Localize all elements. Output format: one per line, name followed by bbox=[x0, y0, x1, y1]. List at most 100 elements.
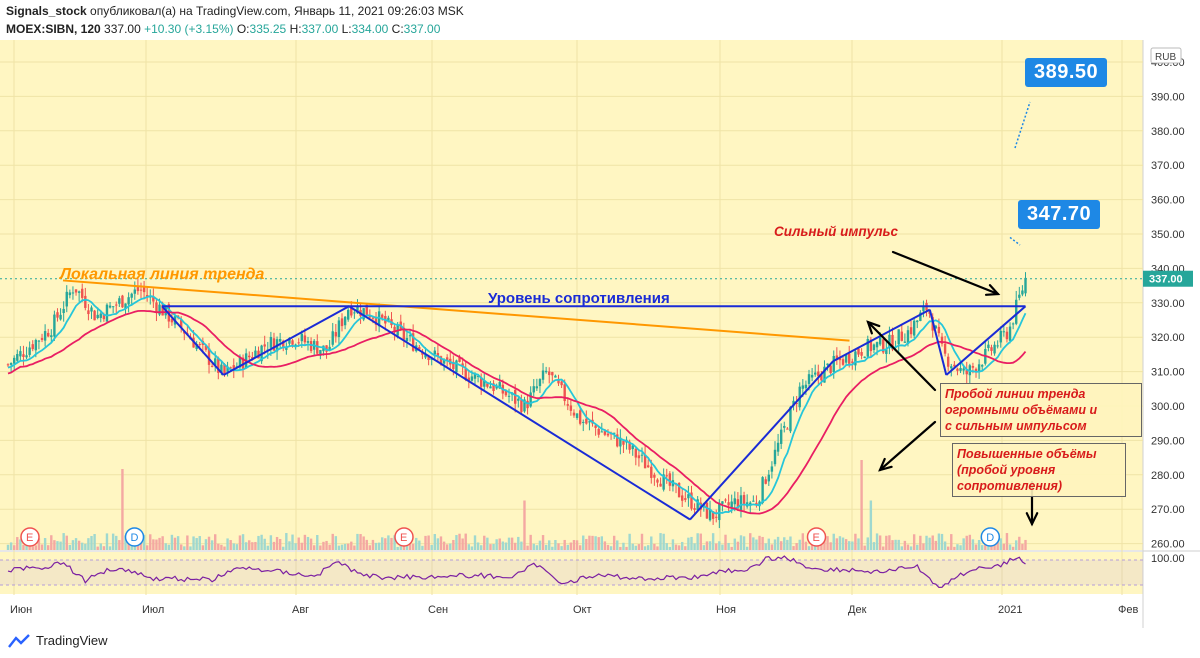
volume-bar bbox=[885, 535, 888, 550]
volume-bar bbox=[520, 541, 523, 550]
volume-bar bbox=[693, 543, 696, 550]
candle-body bbox=[956, 368, 959, 371]
event-marker-label: E bbox=[813, 532, 820, 544]
candle-body bbox=[922, 306, 925, 312]
volume-bar bbox=[74, 538, 78, 550]
candle-body bbox=[739, 495, 743, 511]
volume-bar bbox=[288, 541, 291, 550]
channel-segment bbox=[945, 305, 1027, 376]
candle-body bbox=[860, 352, 863, 356]
candle-body bbox=[195, 343, 198, 350]
candle-body bbox=[554, 375, 557, 378]
candle-body bbox=[696, 499, 699, 511]
candle-body bbox=[656, 479, 659, 483]
tradingview-brand[interactable]: TradingView bbox=[8, 633, 108, 648]
candle-body bbox=[127, 297, 130, 305]
price-tick-label: 260.00 bbox=[1151, 539, 1185, 551]
volume-bar bbox=[779, 541, 783, 550]
candle-body bbox=[436, 353, 440, 357]
author-name[interactable]: Signals_stock bbox=[6, 4, 87, 18]
volume-bar bbox=[278, 538, 282, 550]
volume-bar bbox=[328, 544, 331, 550]
candle-body bbox=[832, 355, 835, 373]
volume-bar bbox=[53, 540, 56, 550]
volume-bar bbox=[300, 542, 304, 550]
volume-bar bbox=[1011, 546, 1015, 550]
candle-body bbox=[736, 499, 740, 509]
volume-bar bbox=[514, 542, 517, 550]
volume-bar bbox=[507, 537, 511, 550]
volume-bar bbox=[207, 536, 211, 550]
volume-bar bbox=[541, 535, 545, 550]
event-marker bbox=[394, 527, 414, 547]
time-tick-label: Сен bbox=[428, 604, 448, 616]
candle-body bbox=[650, 466, 653, 478]
volume-bar bbox=[353, 545, 356, 550]
volume-bar bbox=[492, 544, 495, 550]
volume-bar bbox=[1024, 539, 1027, 550]
volume-bar bbox=[523, 500, 526, 550]
candle-body bbox=[87, 310, 90, 315]
candle-body bbox=[869, 339, 873, 352]
candle-body bbox=[387, 317, 390, 321]
time-tick-label: Июл bbox=[142, 604, 164, 616]
volume-bar bbox=[257, 535, 260, 550]
candle-body bbox=[309, 341, 313, 352]
volume-bar bbox=[149, 534, 152, 550]
volume-bar bbox=[118, 540, 121, 550]
candle-body bbox=[507, 395, 511, 397]
candle-body bbox=[300, 333, 304, 342]
candle-body bbox=[764, 479, 767, 484]
price-tick-label: 380.00 bbox=[1151, 126, 1185, 138]
rsi-pane-background bbox=[0, 552, 1143, 594]
target-callout-389[interactable]: 389.50 bbox=[1025, 58, 1108, 87]
candle-body bbox=[424, 353, 427, 358]
volume-bar bbox=[476, 542, 480, 550]
candle-body bbox=[872, 344, 876, 351]
volume-bar bbox=[108, 546, 112, 550]
candle-body bbox=[582, 421, 585, 423]
candle-body bbox=[711, 511, 715, 519]
volume-bar bbox=[999, 538, 1002, 550]
candle-body bbox=[411, 333, 415, 351]
candle-body bbox=[659, 483, 662, 487]
candle-body bbox=[492, 383, 495, 392]
price-axis-background bbox=[1143, 40, 1200, 628]
candle-body bbox=[946, 356, 950, 367]
candle-body bbox=[551, 372, 554, 376]
volume-bar bbox=[433, 534, 436, 550]
candle-body bbox=[121, 295, 124, 308]
volume-bar bbox=[77, 540, 81, 550]
candle-body bbox=[708, 509, 712, 521]
candle-body bbox=[393, 326, 396, 333]
event-marker bbox=[980, 527, 1001, 547]
candle-body bbox=[99, 313, 102, 318]
candle-body bbox=[888, 334, 891, 348]
candle-body bbox=[1018, 294, 1021, 298]
candle-body bbox=[467, 377, 471, 382]
volume-bar bbox=[866, 537, 869, 550]
candle-body bbox=[721, 501, 724, 504]
candle-body bbox=[158, 304, 161, 315]
target-callout-347[interactable]: 347.70 bbox=[1018, 200, 1101, 229]
candle-body bbox=[1015, 299, 1018, 324]
volume-bar bbox=[418, 540, 421, 550]
volume-bar bbox=[872, 542, 876, 550]
volume-note: Повышенные объёмы (пробой уровня сопроти… bbox=[952, 443, 1126, 497]
candle-body bbox=[529, 392, 532, 407]
volume-bar bbox=[384, 538, 387, 550]
volume-bar bbox=[922, 543, 925, 550]
volume-bar bbox=[742, 536, 746, 550]
volume-bar bbox=[19, 539, 22, 550]
candle-body bbox=[170, 318, 174, 323]
volume-bar bbox=[934, 540, 938, 550]
candle-body bbox=[891, 334, 894, 350]
volume-bar bbox=[612, 535, 616, 550]
symbol-name[interactable]: MOEX:SIBN, 120 bbox=[6, 22, 101, 36]
candle-body bbox=[919, 312, 922, 322]
volume-bar bbox=[962, 538, 965, 550]
candle-body bbox=[96, 314, 99, 319]
candle-body bbox=[705, 502, 709, 519]
candle-body bbox=[810, 374, 814, 378]
